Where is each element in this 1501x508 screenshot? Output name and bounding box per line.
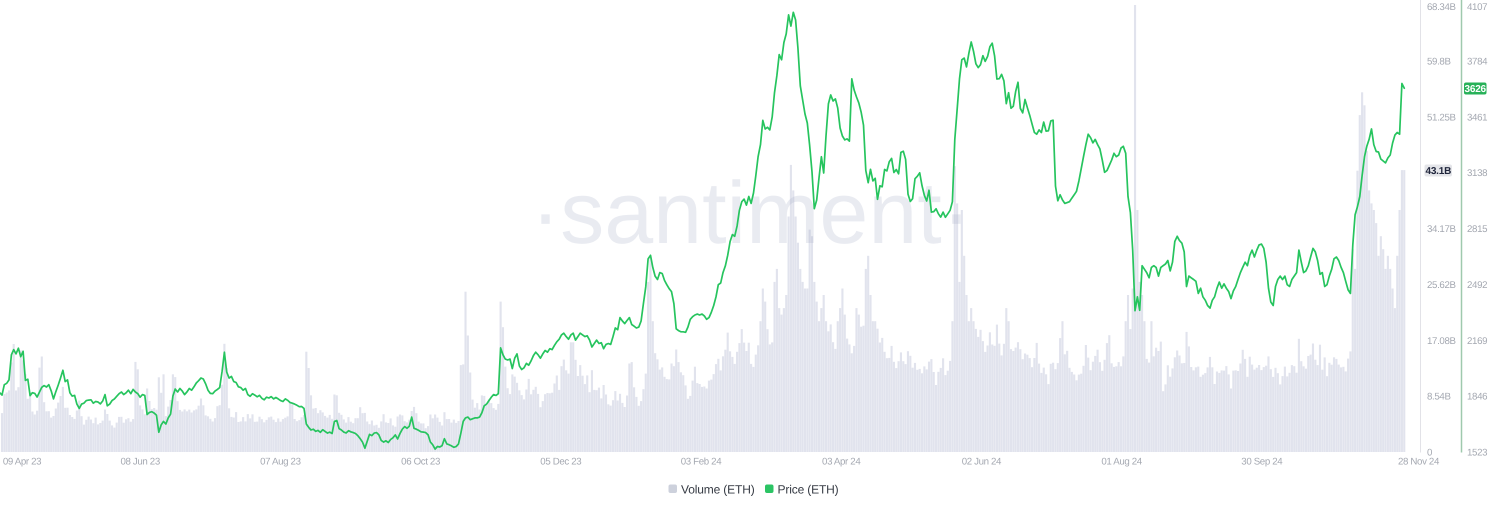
svg-text:25.62B: 25.62B bbox=[1427, 280, 1456, 291]
svg-text:07 Aug 23: 07 Aug 23 bbox=[260, 457, 301, 468]
svg-text:34.17B: 34.17B bbox=[1427, 224, 1456, 235]
svg-text:8.54B: 8.54B bbox=[1427, 392, 1451, 403]
svg-text:09 Apr 23: 09 Apr 23 bbox=[3, 457, 41, 468]
svg-text:02 Jun 24: 02 Jun 24 bbox=[962, 457, 1002, 468]
svg-text:0: 0 bbox=[1427, 448, 1433, 459]
svg-text:01 Aug 24: 01 Aug 24 bbox=[1101, 457, 1142, 468]
svg-text:03 Apr 24: 03 Apr 24 bbox=[822, 457, 861, 468]
svg-text:4107: 4107 bbox=[1467, 2, 1487, 13]
svg-text:2492: 2492 bbox=[1467, 280, 1487, 291]
svg-text:59.8B: 59.8B bbox=[1427, 57, 1451, 68]
svg-text:28 Nov 24: 28 Nov 24 bbox=[1398, 457, 1440, 468]
svg-text:05 Dec 23: 05 Dec 23 bbox=[540, 457, 581, 468]
svg-text:30 Sep 24: 30 Sep 24 bbox=[1241, 457, 1283, 468]
svg-text:08 Jun 23: 08 Jun 23 bbox=[120, 457, 159, 468]
svg-text:·santiment·: ·santiment· bbox=[531, 163, 971, 262]
svg-text:68.34B: 68.34B bbox=[1427, 2, 1456, 13]
svg-text:03 Feb 24: 03 Feb 24 bbox=[681, 457, 722, 468]
svg-text:43.1B: 43.1B bbox=[1425, 166, 1451, 177]
svg-text:1523: 1523 bbox=[1467, 448, 1487, 459]
svg-text:Volume (ETH): Volume (ETH) bbox=[681, 483, 755, 497]
svg-text:Price (ETH): Price (ETH) bbox=[778, 483, 839, 497]
svg-text:3461: 3461 bbox=[1467, 112, 1487, 123]
svg-text:17.08B: 17.08B bbox=[1427, 336, 1456, 347]
svg-text:3626: 3626 bbox=[1464, 84, 1486, 95]
svg-text:1846: 1846 bbox=[1467, 392, 1487, 403]
svg-text:06 Oct 23: 06 Oct 23 bbox=[401, 457, 440, 468]
svg-text:51.25B: 51.25B bbox=[1427, 112, 1456, 123]
svg-text:3138: 3138 bbox=[1467, 168, 1487, 179]
svg-text:2815: 2815 bbox=[1467, 224, 1487, 235]
svg-text:3784: 3784 bbox=[1467, 57, 1488, 68]
svg-text:2169: 2169 bbox=[1467, 336, 1487, 347]
